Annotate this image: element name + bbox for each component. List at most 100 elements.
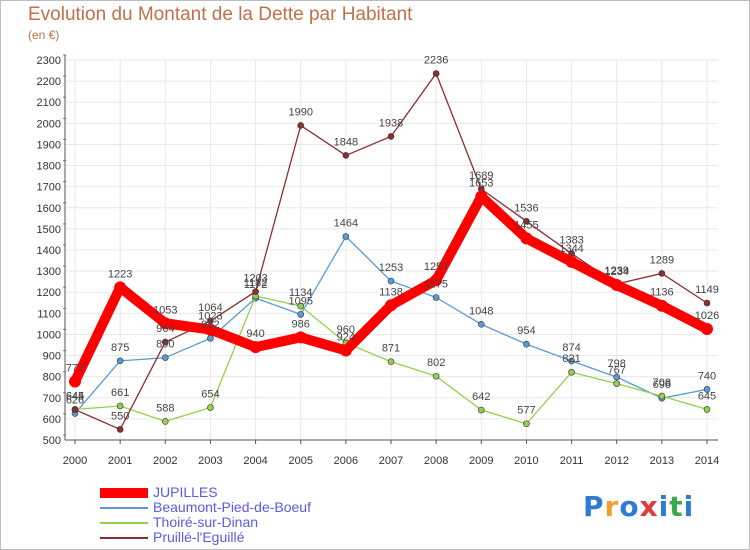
y-tick-label-700: 700 <box>43 393 61 405</box>
series-3-label-2001: 550 <box>111 410 129 422</box>
series-3-label-2014: 1149 <box>695 284 719 296</box>
series-1-point-2012 <box>613 373 621 381</box>
series-2-point-2002 <box>161 418 169 425</box>
series-1-label-2002: 890 <box>156 339 174 351</box>
series-0-point-2006 <box>339 344 352 357</box>
legend-swatch-3 <box>100 537 148 539</box>
x-tick-label-2009: 2009 <box>469 455 493 467</box>
logo-letter: i <box>683 490 695 523</box>
series-0-label-2012: 1234 <box>604 266 628 278</box>
logo-letter: t <box>669 490 684 523</box>
x-tick-label-2005: 2005 <box>288 455 312 467</box>
y-tick-label-1600: 1600 <box>37 203 61 215</box>
series-3-label-2002: 964 <box>156 323 174 335</box>
y-tick-label-2200: 2200 <box>37 76 61 88</box>
y-tick-label-2000: 2000 <box>37 118 61 130</box>
series-0-point-2012 <box>610 279 623 292</box>
x-tick-label-2013: 2013 <box>650 455 674 467</box>
series-2-point-2011 <box>568 368 575 376</box>
series-3-point-2008 <box>432 70 440 77</box>
series-0-label-2010: 1455 <box>514 219 538 231</box>
y-tick-label-1300: 1300 <box>37 266 61 278</box>
series-1-label-2011: 874 <box>562 342 580 354</box>
series-2-label-2010: 577 <box>517 405 535 417</box>
series-1-label-2012: 798 <box>608 358 626 370</box>
series-1-point-2002 <box>161 354 169 361</box>
x-tick-label-2000: 2000 <box>63 455 87 467</box>
series-0-label-2013: 1136 <box>650 287 674 299</box>
y-tick-label-600: 600 <box>43 414 61 426</box>
series-0-label-2004: 940 <box>246 328 264 340</box>
x-tick-label-2011: 2011 <box>560 455 584 467</box>
series-3-label-2004: 1203 <box>243 273 267 285</box>
series-0-point-2003 <box>204 323 217 336</box>
series-0-label-2011: 1344 <box>559 243 583 255</box>
series-2-point-2007 <box>387 358 395 365</box>
series-1-point-2006 <box>342 233 350 240</box>
x-tick-label-2001: 2001 <box>108 455 132 467</box>
logo-letter: o <box>619 490 640 523</box>
series-2-point-2010 <box>523 420 530 428</box>
legend-swatch-1 <box>100 507 148 509</box>
series-2-point-2001 <box>116 402 124 410</box>
series-2-point-2009 <box>477 406 485 414</box>
y-tick-label-1900: 1900 <box>37 139 61 151</box>
series-3-label-2011: 1383 <box>559 235 583 247</box>
series-1-label-2001: 875 <box>111 342 129 354</box>
y-tick-label-1800: 1800 <box>37 161 61 173</box>
series-2-label-2011: 821 <box>562 353 580 365</box>
series-3-point-2004 <box>252 288 259 295</box>
series-0-point-2004 <box>249 341 262 354</box>
series-0-point-2013 <box>655 299 668 312</box>
series-0-point-2000 <box>69 375 81 388</box>
y-tick-label-1100: 1100 <box>37 308 61 320</box>
series-3-label-2008: 2236 <box>424 55 448 67</box>
series-3-label-2012: 1239 <box>604 265 628 277</box>
logo-letter: r <box>604 490 620 523</box>
axes: 500 600 700 800 900 1000 1100 1200 1300 1400 1500 1… <box>37 54 719 467</box>
series-1-label-2000: 626 <box>66 394 84 406</box>
series-2-label-2001: 661 <box>111 387 129 399</box>
series-1-label-2004: 1172 <box>244 279 268 291</box>
series-1-label-2003: 982 <box>201 319 219 331</box>
x-tick-label-2003: 2003 <box>198 455 222 467</box>
series-0-point-2005 <box>294 331 307 344</box>
proxiti-logo: Proxiti <box>583 490 694 523</box>
data-labels: 777 1223 1053 1023 940 986 924 1138 1257 1653 1455… <box>66 55 719 423</box>
series-3-point-2001 <box>116 426 124 433</box>
series-2-label-2012: 767 <box>608 365 626 377</box>
series-3-point-2002 <box>161 338 169 346</box>
series-3-label-2009: 1689 <box>469 170 493 182</box>
series-0-point-2011 <box>565 255 578 268</box>
series-0-label-2006: 924 <box>337 331 355 343</box>
series-3-label-2006: 1848 <box>334 136 358 148</box>
series-2-label-2005: 1134 <box>289 287 313 299</box>
logo-letter: i <box>658 490 670 523</box>
series-1-point-2005 <box>297 311 305 318</box>
series-2-label-2004: 1182 <box>244 277 268 289</box>
y-tick-label-2100: 2100 <box>37 97 61 109</box>
series-1-label-2013: 698 <box>653 379 671 391</box>
series-0-point-2007 <box>385 299 397 312</box>
series-3-point-2010 <box>523 217 530 225</box>
x-tick-label-2012: 2012 <box>604 455 628 467</box>
x-tick-label-2014: 2014 <box>695 455 719 467</box>
series-0-label-2014: 1026 <box>695 310 719 322</box>
x-tick-label-2004: 2004 <box>243 455 267 467</box>
y-tick-label-900: 900 <box>43 351 61 363</box>
y-tick-label-1700: 1700 <box>37 182 61 194</box>
series-2-label-2003: 654 <box>201 388 219 400</box>
series-0-label-2002: 1053 <box>153 304 177 316</box>
series-1-point-2007 <box>387 277 395 285</box>
series-2-point-2003 <box>207 404 214 411</box>
series-1-point-2009 <box>477 321 485 328</box>
series-2-label-2009: 642 <box>472 391 490 403</box>
series-1-label-2006: 1464 <box>334 217 358 229</box>
chart-title: Evolution du Montant de la Dette par Hab… <box>28 4 413 25</box>
series-0-point-2010 <box>520 232 533 245</box>
series-lines <box>69 70 713 433</box>
legend-label-3: Pruillé-l'Eguillé <box>153 529 245 545</box>
x-tick-label-2002: 2002 <box>153 455 177 467</box>
series-2-label-2002: 588 <box>156 402 174 414</box>
series-1-point-2001 <box>116 357 124 365</box>
